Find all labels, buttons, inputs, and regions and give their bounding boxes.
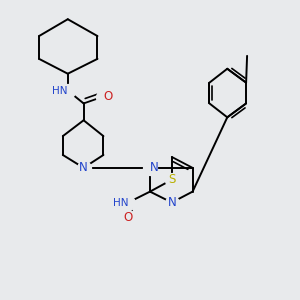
Text: HN: HN <box>113 197 128 208</box>
Text: S: S <box>168 173 176 186</box>
Text: N: N <box>150 161 159 174</box>
Text: N: N <box>167 196 176 209</box>
Text: HN: HN <box>52 85 68 96</box>
Text: O: O <box>124 211 133 224</box>
Text: N: N <box>79 161 88 174</box>
Text: O: O <box>103 90 113 103</box>
